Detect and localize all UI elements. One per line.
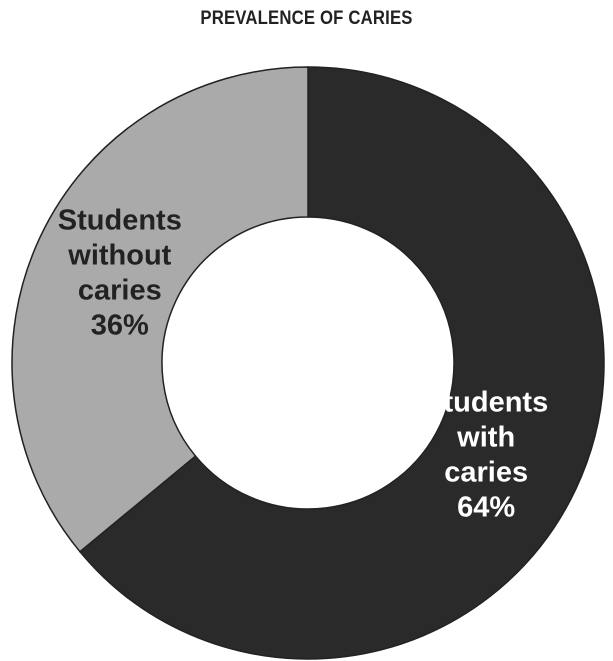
slice-value-label: 64% (457, 491, 515, 523)
slice-label-line: without (67, 240, 171, 272)
slice-label-without-caries: Students without caries 36% (58, 205, 182, 342)
slice-label-line: caries (444, 456, 528, 488)
slice-without-caries (11, 66, 309, 553)
slice-label-line: caries (78, 275, 162, 307)
slice-label-line: with (456, 421, 515, 453)
slice-with-caries (78, 66, 605, 660)
slice-value-label: 36% (91, 310, 149, 342)
slice-label-line: Students (58, 205, 182, 237)
chart-title: PREVALENCE OF CARIES (200, 8, 413, 29)
slice-label-with-caries: Students with caries 64% (424, 386, 548, 523)
slice-label-line: Students (424, 386, 548, 418)
